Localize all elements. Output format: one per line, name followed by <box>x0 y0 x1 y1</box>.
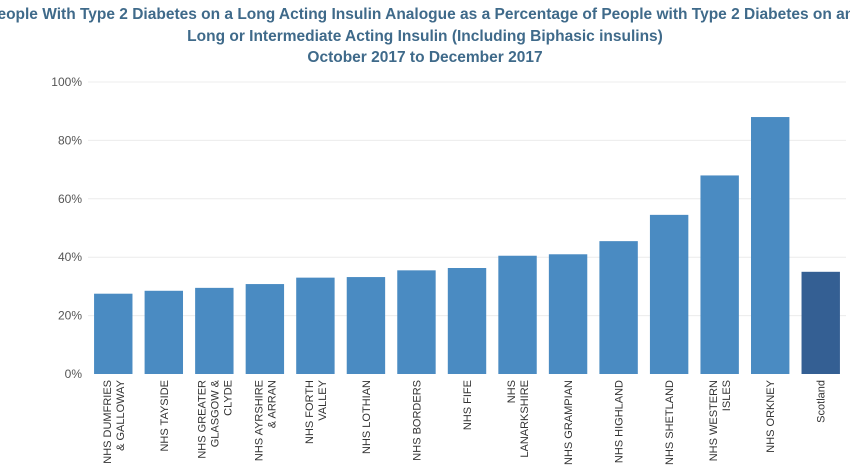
x-tick-label-line: CLYDE <box>222 380 234 416</box>
x-tick-label-line: NHS TAYSIDE <box>159 380 171 452</box>
x-tick-label-line: NHS <box>506 380 518 403</box>
x-tick-label: NHS AYRSHIRE & ARRAN <box>253 380 278 461</box>
bar[interactable] <box>296 277 335 374</box>
y-axis-ticks: 0% 20% 40% 60% 80% 100% <box>51 75 82 381</box>
x-tick-label-line: & GALLOWAY <box>115 379 127 451</box>
bar[interactable] <box>94 293 133 374</box>
bar[interactable] <box>548 254 588 374</box>
x-tick-label-line: Scotland <box>816 380 828 423</box>
x-tick-label: NHS WESTERN ISLES <box>708 380 733 461</box>
x-tick-label: NHS HIGHLAND <box>614 380 626 463</box>
x-tick-label-line: NHS HIGHLAND <box>614 380 626 463</box>
x-tick-label-line: NHS GRAMPIAN <box>563 380 575 465</box>
bar[interactable] <box>498 255 537 374</box>
x-tick-label-line: NHS DUMFRIES <box>102 380 114 464</box>
bar[interactable] <box>751 117 790 374</box>
x-tick-label: NHS FIFE <box>462 380 474 430</box>
x-tick-label-line: ISLES <box>721 380 733 411</box>
bar[interactable] <box>599 241 638 374</box>
y-tick-label: 20% <box>58 309 82 323</box>
bar[interactable] <box>649 214 689 374</box>
x-tick-label-line: GLASGOW & <box>209 379 221 447</box>
x-tick-label: NHS GREATER GLASGOW & CLYDE <box>196 379 234 458</box>
x-tick-label-line: NHS ORKNEY <box>765 379 777 452</box>
bar[interactable] <box>144 290 184 374</box>
x-axis-ticks: NHS DUMFRIES & GALLOWAY NHS TAYSIDE NHS GRE… <box>102 379 828 465</box>
x-tick-label-line: NHS FIFE <box>462 380 474 430</box>
y-tick-label: 40% <box>58 250 82 264</box>
x-tick-label-line: LANARKSHIRE <box>519 380 531 458</box>
x-tick-label-line: & ARRAN <box>266 380 278 428</box>
chart-title: People With Type 2 Diabetes on a Long Ac… <box>0 6 850 66</box>
x-tick-label-line: NHS FORTH <box>304 380 316 444</box>
y-tick-label: 80% <box>58 133 82 147</box>
bar[interactable] <box>245 284 285 374</box>
x-tick-label: NHS ORKNEY <box>765 379 777 452</box>
x-tick-label: NHS FORTH VALLEY <box>304 379 329 444</box>
x-tick-label: NHS LOTHIAN <box>361 380 373 454</box>
x-tick-label: NHS LANARKSHIRE <box>506 380 531 458</box>
x-tick-label: NHS GRAMPIAN <box>563 380 575 465</box>
x-tick-label-line: NHS WESTERN <box>708 380 720 461</box>
x-tick-label-line: NHS BORDERS <box>411 380 423 461</box>
x-tick-label: NHS BORDERS <box>411 380 423 461</box>
x-tick-label-line: NHS SHETLAND <box>664 380 676 465</box>
bar[interactable] <box>195 287 234 374</box>
x-tick-label-line: VALLEY <box>317 379 329 420</box>
x-tick-label-line: NHS GREATER <box>196 380 208 459</box>
bar[interactable] <box>700 175 739 374</box>
y-tick-label: 0% <box>65 367 83 381</box>
x-tick-label: NHS TAYSIDE <box>159 380 171 452</box>
bar[interactable] <box>397 270 436 374</box>
y-tick-label: 60% <box>58 192 82 206</box>
x-tick-label: Scotland <box>816 380 828 423</box>
bar[interactable] <box>801 271 840 374</box>
chart-title-line-3: October 2017 to December 2017 <box>307 49 542 66</box>
x-tick-label: NHS SHETLAND <box>664 380 676 465</box>
x-tick-label-line: NHS AYRSHIRE <box>253 380 265 461</box>
chart-title-line-1: People With Type 2 Diabetes on a Long Ac… <box>0 6 850 23</box>
x-tick-label-line: NHS LOTHIAN <box>361 380 373 454</box>
bars <box>94 117 840 374</box>
chart-title-line-2: Long or Intermediate Acting Insulin (Inc… <box>187 28 663 45</box>
x-tick-label: NHS DUMFRIES & GALLOWAY <box>102 379 127 463</box>
bar[interactable] <box>447 268 487 374</box>
bar[interactable] <box>346 277 386 374</box>
y-tick-label: 100% <box>51 75 82 89</box>
